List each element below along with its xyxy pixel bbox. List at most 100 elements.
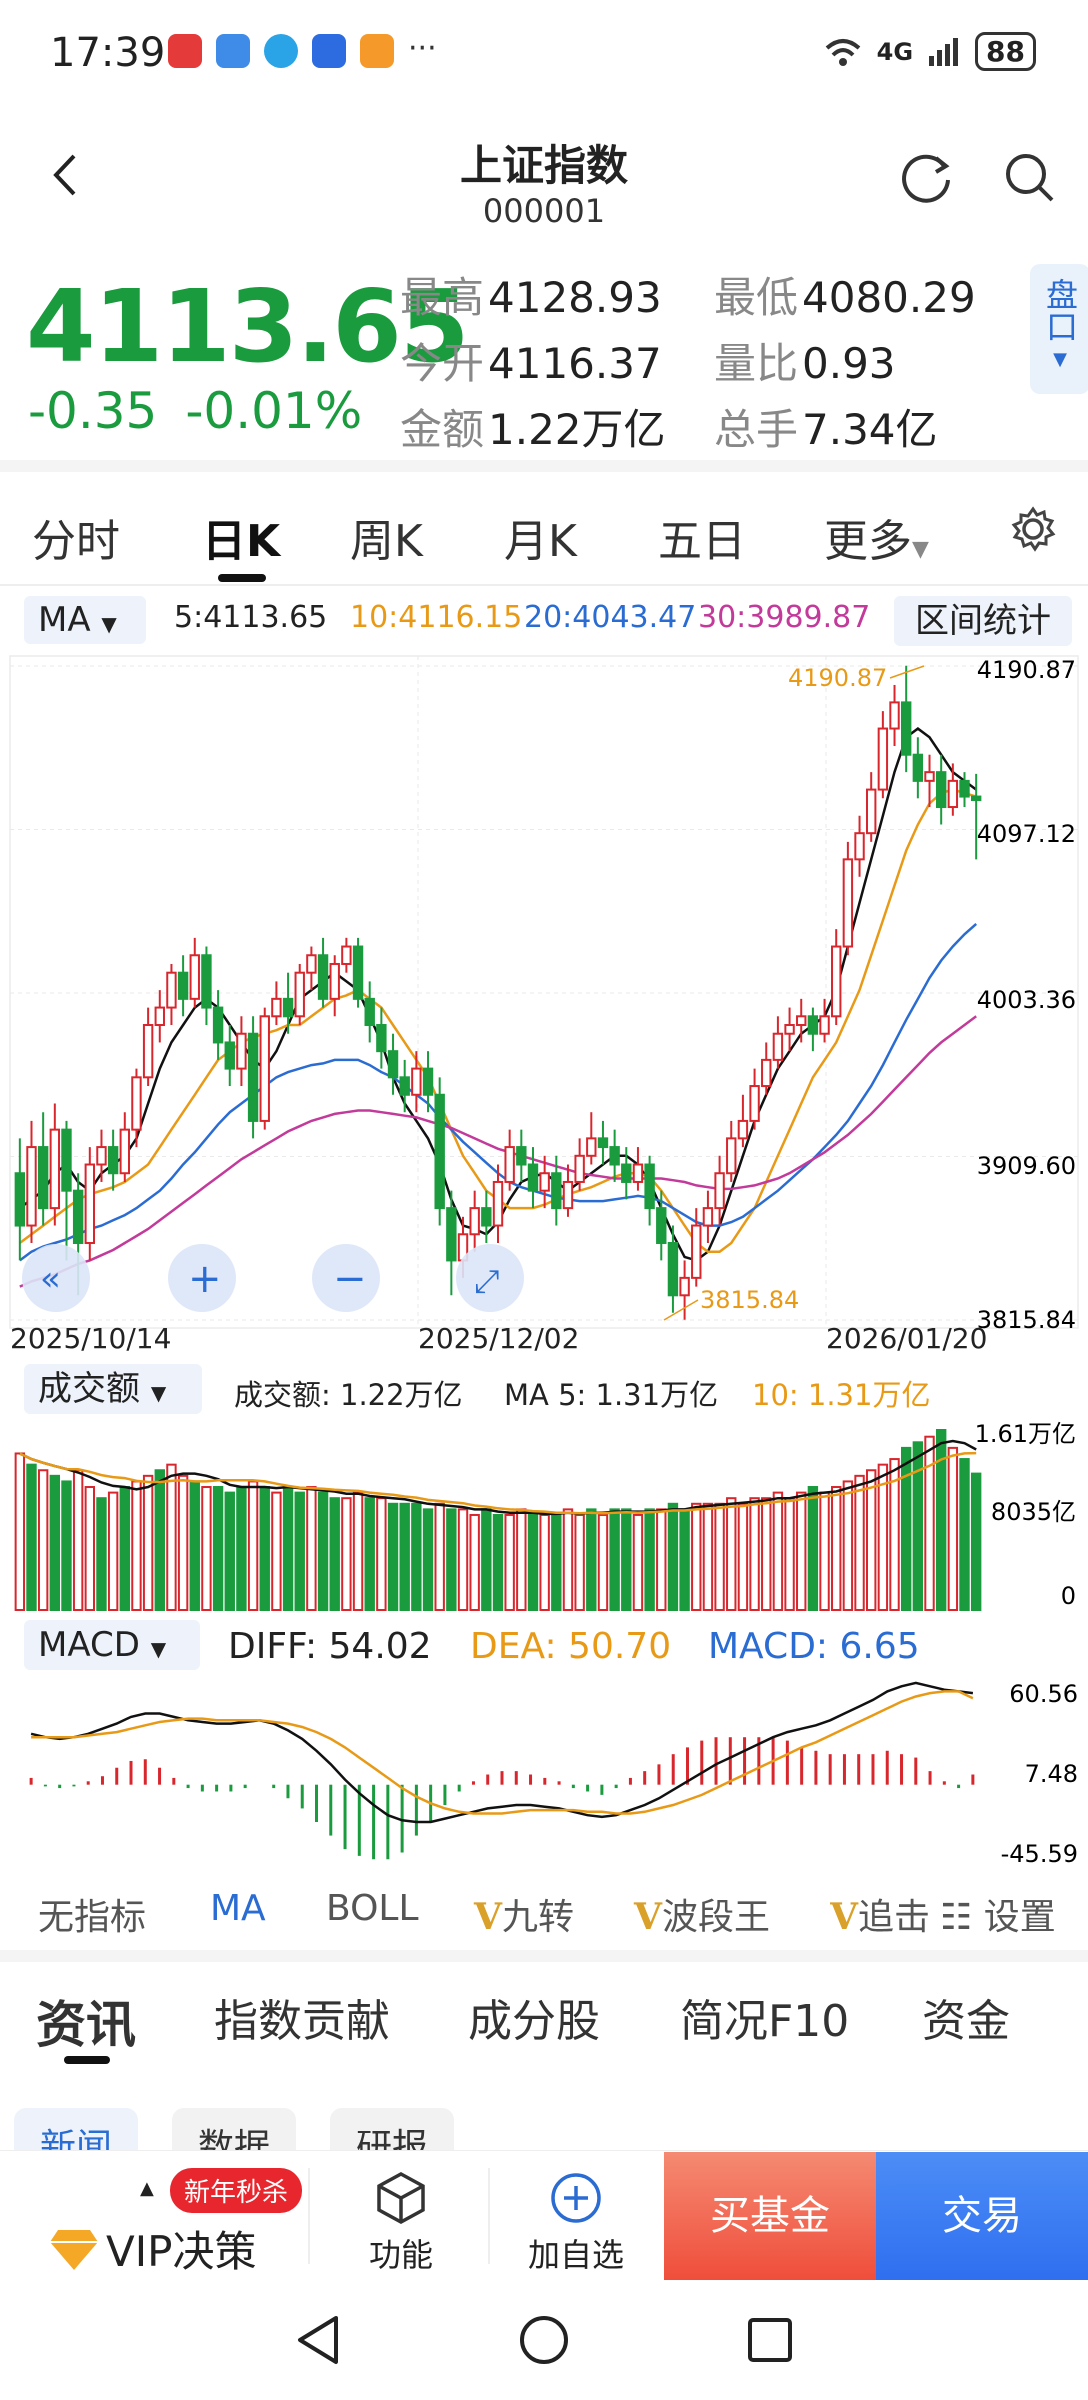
indicator-nine-turn[interactable]: V九转 — [474, 1896, 574, 1938]
tab-monthly-k[interactable]: 月K — [504, 516, 577, 567]
volume-bar — [14, 1452, 26, 1612]
refresh-button[interactable] — [896, 148, 956, 212]
volume-selector[interactable]: 成交额 ▼ — [24, 1364, 202, 1414]
nav-recents-icon[interactable] — [740, 2310, 800, 2370]
macd-y-tick-1: 7.48 — [1025, 1760, 1078, 1788]
candle — [702, 1190, 714, 1243]
tab-more[interactable]: 更多▼ — [824, 516, 929, 567]
y-tick-1: 4097.12 — [977, 820, 1076, 848]
stat-volume-ratio: 量比0.93 — [714, 339, 896, 388]
candle — [341, 937, 352, 973]
volume-bar — [236, 1486, 247, 1611]
ma5-value: 5:4113.65 — [174, 600, 328, 635]
v-icon: V — [830, 1896, 858, 1938]
volume-bar — [516, 1508, 527, 1611]
candle — [411, 1051, 422, 1113]
kline-chart[interactable]: 4190.87 4097.12 4003.36 3909.60 3815.84 … — [0, 652, 1088, 1362]
volume-bar — [446, 1508, 457, 1611]
volume-bar — [679, 1508, 690, 1611]
volume-bar — [72, 1469, 84, 1612]
dea-line — [31, 1690, 974, 1815]
scroll-left-button[interactable]: « — [22, 1244, 90, 1312]
wifi-icon — [825, 38, 860, 66]
plus-circle-icon — [551, 2173, 601, 2223]
volume-bar — [61, 1480, 72, 1611]
candle — [317, 937, 329, 1008]
candle — [632, 1147, 644, 1191]
candle — [376, 1007, 387, 1069]
expand-icon: ⤢ — [474, 1262, 500, 1300]
volume-bar — [935, 1429, 947, 1611]
volume-bar — [877, 1463, 889, 1611]
indicator-chase[interactable]: V追击 — [830, 1896, 930, 1938]
tab-constituents[interactable]: 成分股 — [468, 1996, 600, 2047]
more-caret-icon: ▼ — [912, 537, 929, 562]
tab-timeshare[interactable]: 分时 — [32, 516, 120, 567]
indicator-ma[interactable]: MA — [210, 1888, 266, 1929]
candle — [644, 1155, 655, 1226]
order-book-button[interactable]: 盘口 ▼ — [1030, 264, 1088, 394]
volume-amount-label: 成交额: 1.22万亿 — [234, 1378, 463, 1412]
candle — [166, 963, 177, 1026]
candle — [96, 1129, 107, 1182]
tab-f10[interactable]: 简况F10 — [680, 1996, 850, 2047]
volume-bar — [201, 1486, 212, 1611]
candle — [352, 937, 364, 1008]
tab-news[interactable]: 资讯 — [36, 1996, 136, 2054]
volume-bar — [352, 1491, 364, 1611]
candle — [807, 1007, 819, 1052]
gear-icon — [1011, 506, 1056, 552]
calendar-notif-icon — [216, 34, 250, 68]
add-watchlist-button[interactable]: 加自选 — [516, 2170, 636, 2276]
macd-chart: 60.56 7.48 -45.59 — [29, 1680, 1078, 1868]
volume-bar — [364, 1497, 375, 1611]
indicator-settings[interactable]: ☷ 设置 — [936, 1888, 1056, 1940]
tab-five-day[interactable]: 五日 — [658, 516, 746, 567]
indicator-boll[interactable]: BOLL — [326, 1888, 419, 1929]
zoom-out-button[interactable]: − — [312, 1244, 380, 1312]
volume-bar — [26, 1463, 37, 1611]
candle — [259, 1007, 270, 1130]
volume-bar — [142, 1474, 154, 1611]
zoom-in-button[interactable]: + — [168, 1244, 236, 1312]
ma-selector[interactable]: MA ▼ — [24, 596, 146, 644]
tab-daily-k[interactable]: 日K — [202, 516, 281, 567]
refresh-icon — [902, 154, 950, 203]
indicator-wave-king[interactable]: V波段王 — [634, 1896, 770, 1938]
volume-bar — [562, 1508, 574, 1611]
tab-fund-flow[interactable]: 资金 — [922, 1996, 1010, 2047]
range-stats-button[interactable]: 区间统计 — [894, 596, 1072, 646]
vip-decision-button[interactable]: VIP决策 — [48, 2218, 256, 2279]
chart-settings-button[interactable] — [1010, 506, 1056, 556]
volume-bar — [434, 1502, 445, 1611]
back-button[interactable] — [50, 150, 80, 213]
chart-border — [9, 655, 1079, 1329]
candle — [446, 1190, 457, 1296]
candle — [364, 981, 375, 1043]
macd-selector[interactable]: MACD ▼ — [24, 1620, 200, 1670]
candle — [924, 754, 935, 808]
candle — [621, 1147, 632, 1200]
fullscreen-button[interactable]: ⤢ — [456, 1244, 524, 1312]
tab-weekly-k[interactable]: 周K — [350, 516, 423, 567]
tab-index-contribution[interactable]: 指数贡献 — [214, 1996, 390, 2047]
indicator-none[interactable]: 无指标 — [38, 1897, 147, 1938]
candle — [14, 1138, 26, 1261]
volume-bar — [551, 1513, 562, 1611]
candle — [679, 1260, 690, 1320]
volume-bar — [294, 1491, 305, 1611]
buy-fund-button[interactable]: 买基金 — [664, 2152, 876, 2280]
volume-chart: 1.61万亿 8035亿 0 — [14, 1420, 1076, 1612]
trade-button[interactable]: 交易 — [876, 2152, 1088, 2280]
volume-bar — [84, 1486, 96, 1611]
candle — [609, 1129, 620, 1182]
nav-home-icon[interactable] — [514, 2310, 574, 2370]
volume-ma10-line — [19, 1451, 977, 1515]
candle — [37, 1112, 49, 1226]
search-button[interactable] — [1000, 148, 1060, 212]
candle — [504, 1129, 515, 1191]
function-button[interactable]: 功能 — [356, 2170, 446, 2276]
status-bar: 17:39 ··· 4G 88 — [0, 0, 1088, 110]
news-tab-indicator — [64, 2056, 110, 2064]
nav-back-icon[interactable] — [290, 2310, 350, 2370]
